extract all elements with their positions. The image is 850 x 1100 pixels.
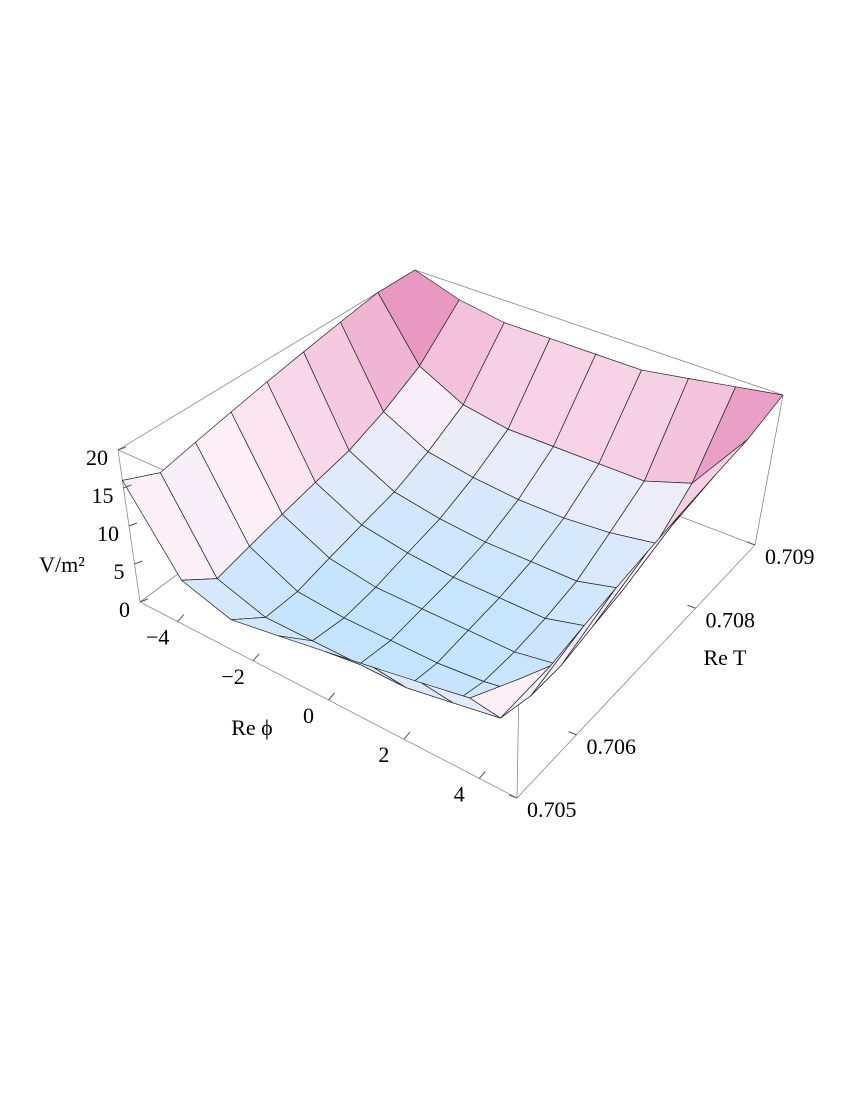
z-tick-label: 20 [86,445,108,470]
z-tick [139,598,149,603]
z-tick-label: 15 [92,483,114,508]
box-edge [754,394,784,546]
y-axis-label: Re T [704,645,748,670]
x-tick [252,653,260,662]
z-tick [123,484,132,489]
x-axis-label: Re ϕ [231,715,273,740]
x-tick-label: −2 [221,664,244,689]
surface [122,269,784,719]
box-edge [516,544,756,799]
y-tick-label: 0.706 [587,734,637,759]
x-tick [478,771,486,779]
y-tick [568,731,577,736]
z-tick-label: 5 [114,559,125,584]
surface-patch [469,665,551,719]
z-tick [128,522,138,527]
x-tick [403,731,411,740]
axes: 0 5 10 15 20 −4 −2 0 2 4 0.705 0.706 0.708 0.709 [86,445,815,822]
z-tick-label: 10 [97,521,119,546]
z-tick [117,446,127,451]
x-tick-label: 0 [303,703,314,728]
z-tick-label: 0 [119,597,130,622]
x-tick-label: 2 [378,742,389,767]
y-tick-label: 0.705 [527,797,577,822]
x-tick-label: 4 [454,781,465,806]
x-tick [328,692,335,701]
z-axis-label: V/m² [39,552,85,577]
y-tick-label: 0.708 [706,607,756,632]
y-tick [508,794,518,799]
z-tick [134,560,143,565]
box-edge [414,269,784,396]
box-edge [117,269,416,451]
x-tick [177,614,185,622]
y-tick [746,541,756,546]
y-tick-label: 0.709 [765,544,815,569]
x-tick-label: −4 [146,625,169,650]
y-tick [687,604,696,609]
